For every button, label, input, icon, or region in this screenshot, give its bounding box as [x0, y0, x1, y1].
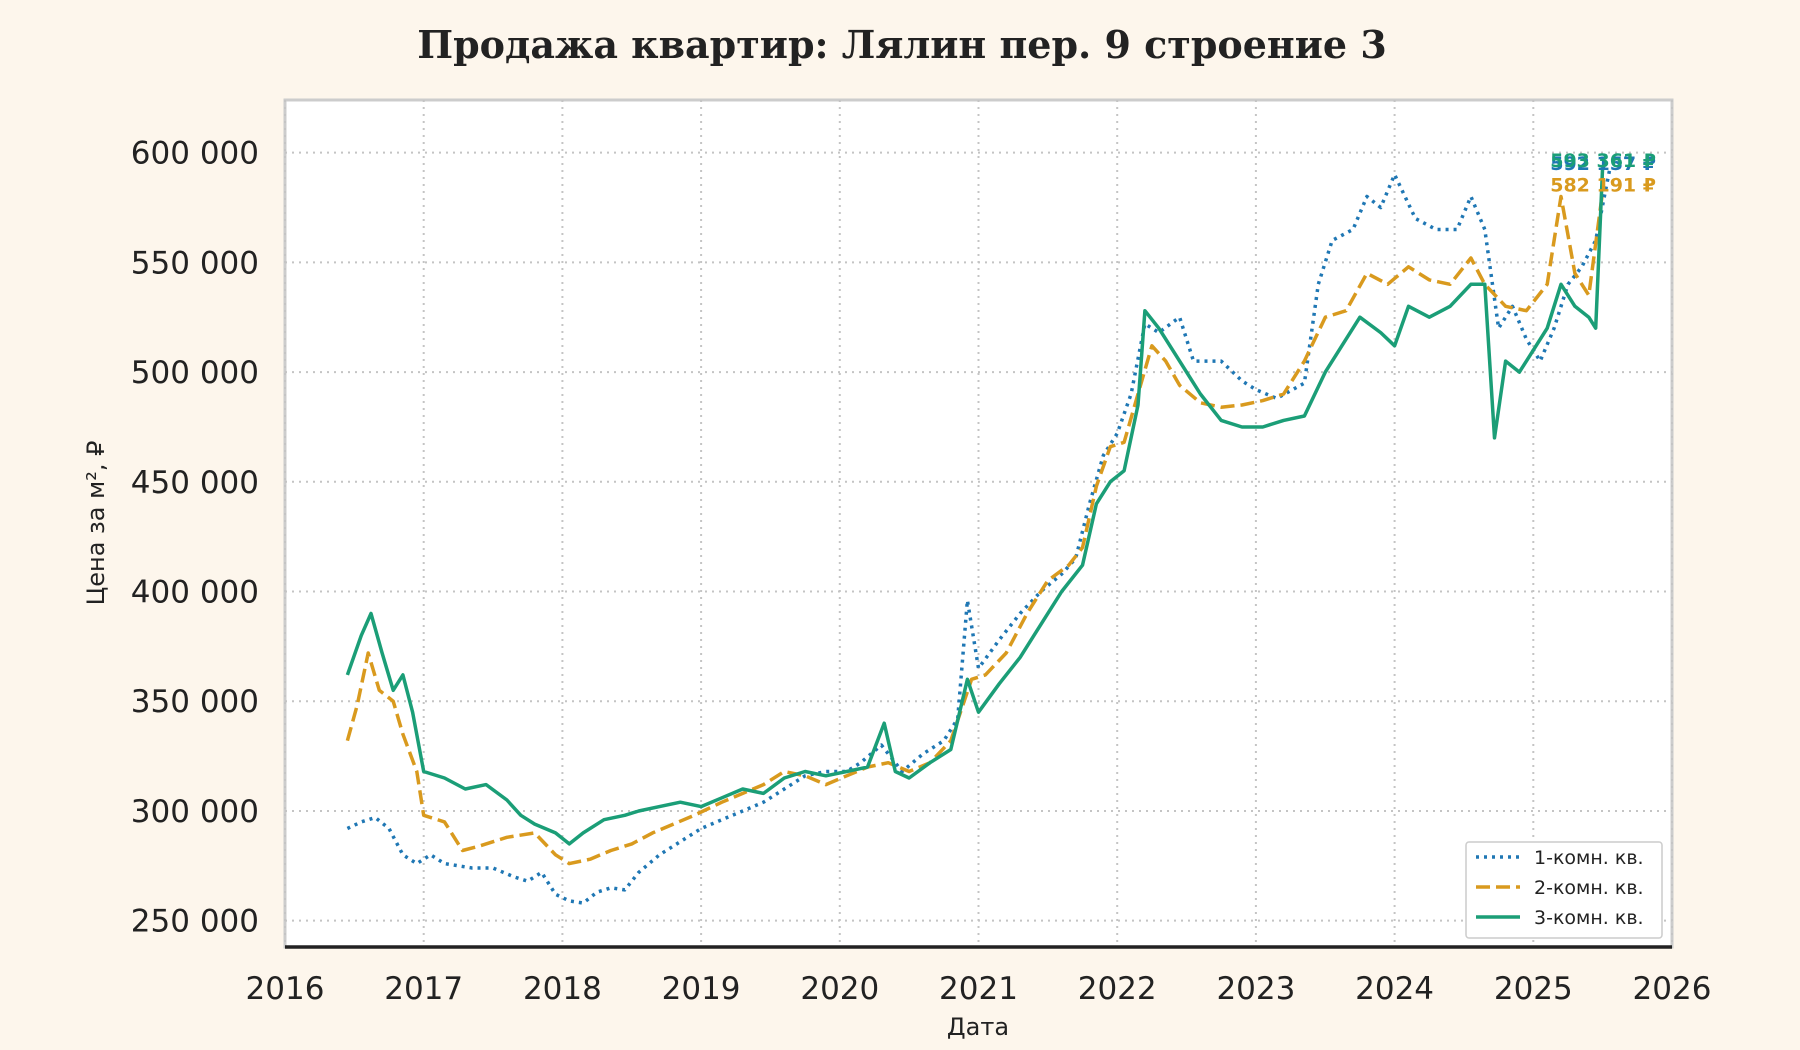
- y-tick-label: 500 000: [131, 355, 259, 391]
- series-end-label: 593 361 ₽: [1550, 150, 1656, 172]
- axes: 250 000 300 000 350 000 400 000 450 000 500 0…: [131, 136, 1712, 1007]
- x-tick-label: 2018: [523, 971, 602, 1007]
- chart-title: Продажа квартир: Лялин пер. 9 строение 3: [417, 22, 1387, 67]
- x-tick-label: 2019: [662, 971, 741, 1007]
- x-tick-label: 2021: [939, 971, 1018, 1007]
- x-tick-label: 2017: [384, 971, 463, 1007]
- legend-label: 3-комн. кв.: [1534, 907, 1644, 929]
- legend-box: [1465, 841, 1663, 939]
- y-tick-label: 250 000: [131, 904, 259, 940]
- end-labels: 592 157 ₽582 191 ₽ 593 361 ₽: [1550, 150, 1656, 197]
- x-tick-label: 2026: [1633, 971, 1712, 1007]
- x-axis-label: Дата: [947, 1013, 1009, 1041]
- y-tick-label: 300 000: [131, 794, 259, 830]
- series-end-label: 592 157 ₽: [1550, 153, 1656, 175]
- x-tick-label: 2022: [1078, 971, 1157, 1007]
- y-tick-label: 450 000: [131, 465, 259, 501]
- y-tick-label: 350 000: [131, 684, 259, 720]
- x-tick-label: 2025: [1494, 971, 1573, 1007]
- series-line-2: [345, 191, 1605, 866]
- legend: 1-комн. кв. 2-комн. кв. 3-комн. кв.: [1465, 841, 1663, 939]
- legend-label: 1-комн. кв.: [1534, 847, 1644, 869]
- x-tick-label: 2020: [800, 971, 879, 1007]
- y-tick-label: 400 000: [131, 575, 259, 611]
- series-layer: [345, 167, 1612, 905]
- series-end-label: 582 191 ₽: [1550, 175, 1656, 197]
- x-tick-label: 2024: [1355, 971, 1434, 1007]
- y-tick-label: 600 000: [131, 136, 259, 172]
- series-line-3: [345, 167, 1605, 846]
- legend-label: 2-комн. кв.: [1534, 877, 1644, 899]
- y-axis-label: Цена за м², ₽: [82, 441, 110, 606]
- x-tick-label: 2023: [1216, 971, 1295, 1007]
- y-tick-label: 550 000: [131, 245, 259, 281]
- x-tick-label: 2016: [246, 971, 325, 1007]
